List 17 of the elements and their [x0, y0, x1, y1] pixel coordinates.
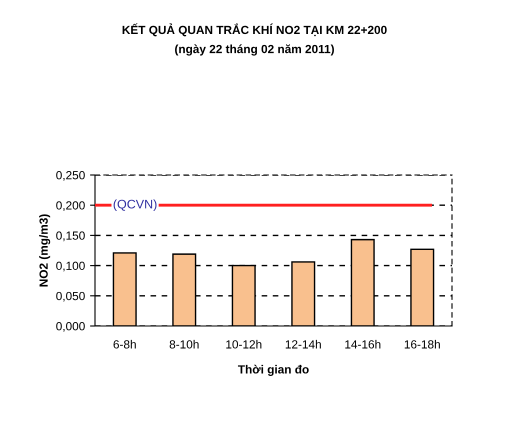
y-tick-label: 0,200	[56, 201, 85, 211]
y-tick-label: 0,250	[56, 171, 85, 181]
x-tick-label: 6-8h	[114, 340, 136, 349]
y-tick-label: 0,050	[56, 292, 85, 302]
x-tick-label: 12-14h	[286, 340, 321, 348]
y-tick-label: 0,150	[56, 231, 85, 242]
y-tick-label: 0,000	[56, 322, 85, 332]
x-tick-label: 14-16h	[345, 340, 380, 349]
chart-subtitle: (ngày 22 tháng 02 năm 2011)	[175, 44, 334, 56]
x-tick-label: 8-10h	[170, 340, 199, 349]
y-axis-title: NO2 (mg/m3)	[39, 214, 50, 286]
x-axis-title: Thời gian đo	[238, 364, 309, 376]
x-tick-label: 10-12h	[226, 340, 262, 349]
x-tick-label: 16-18h	[404, 340, 440, 349]
ref-line-label: (QCVN)	[114, 199, 157, 212]
chart-title: KẾT QUẢ QUAN TRẮC KHÍ NO2 TẠI KM 22+200	[122, 23, 387, 36]
y-tick-label: 0,100	[56, 262, 85, 272]
